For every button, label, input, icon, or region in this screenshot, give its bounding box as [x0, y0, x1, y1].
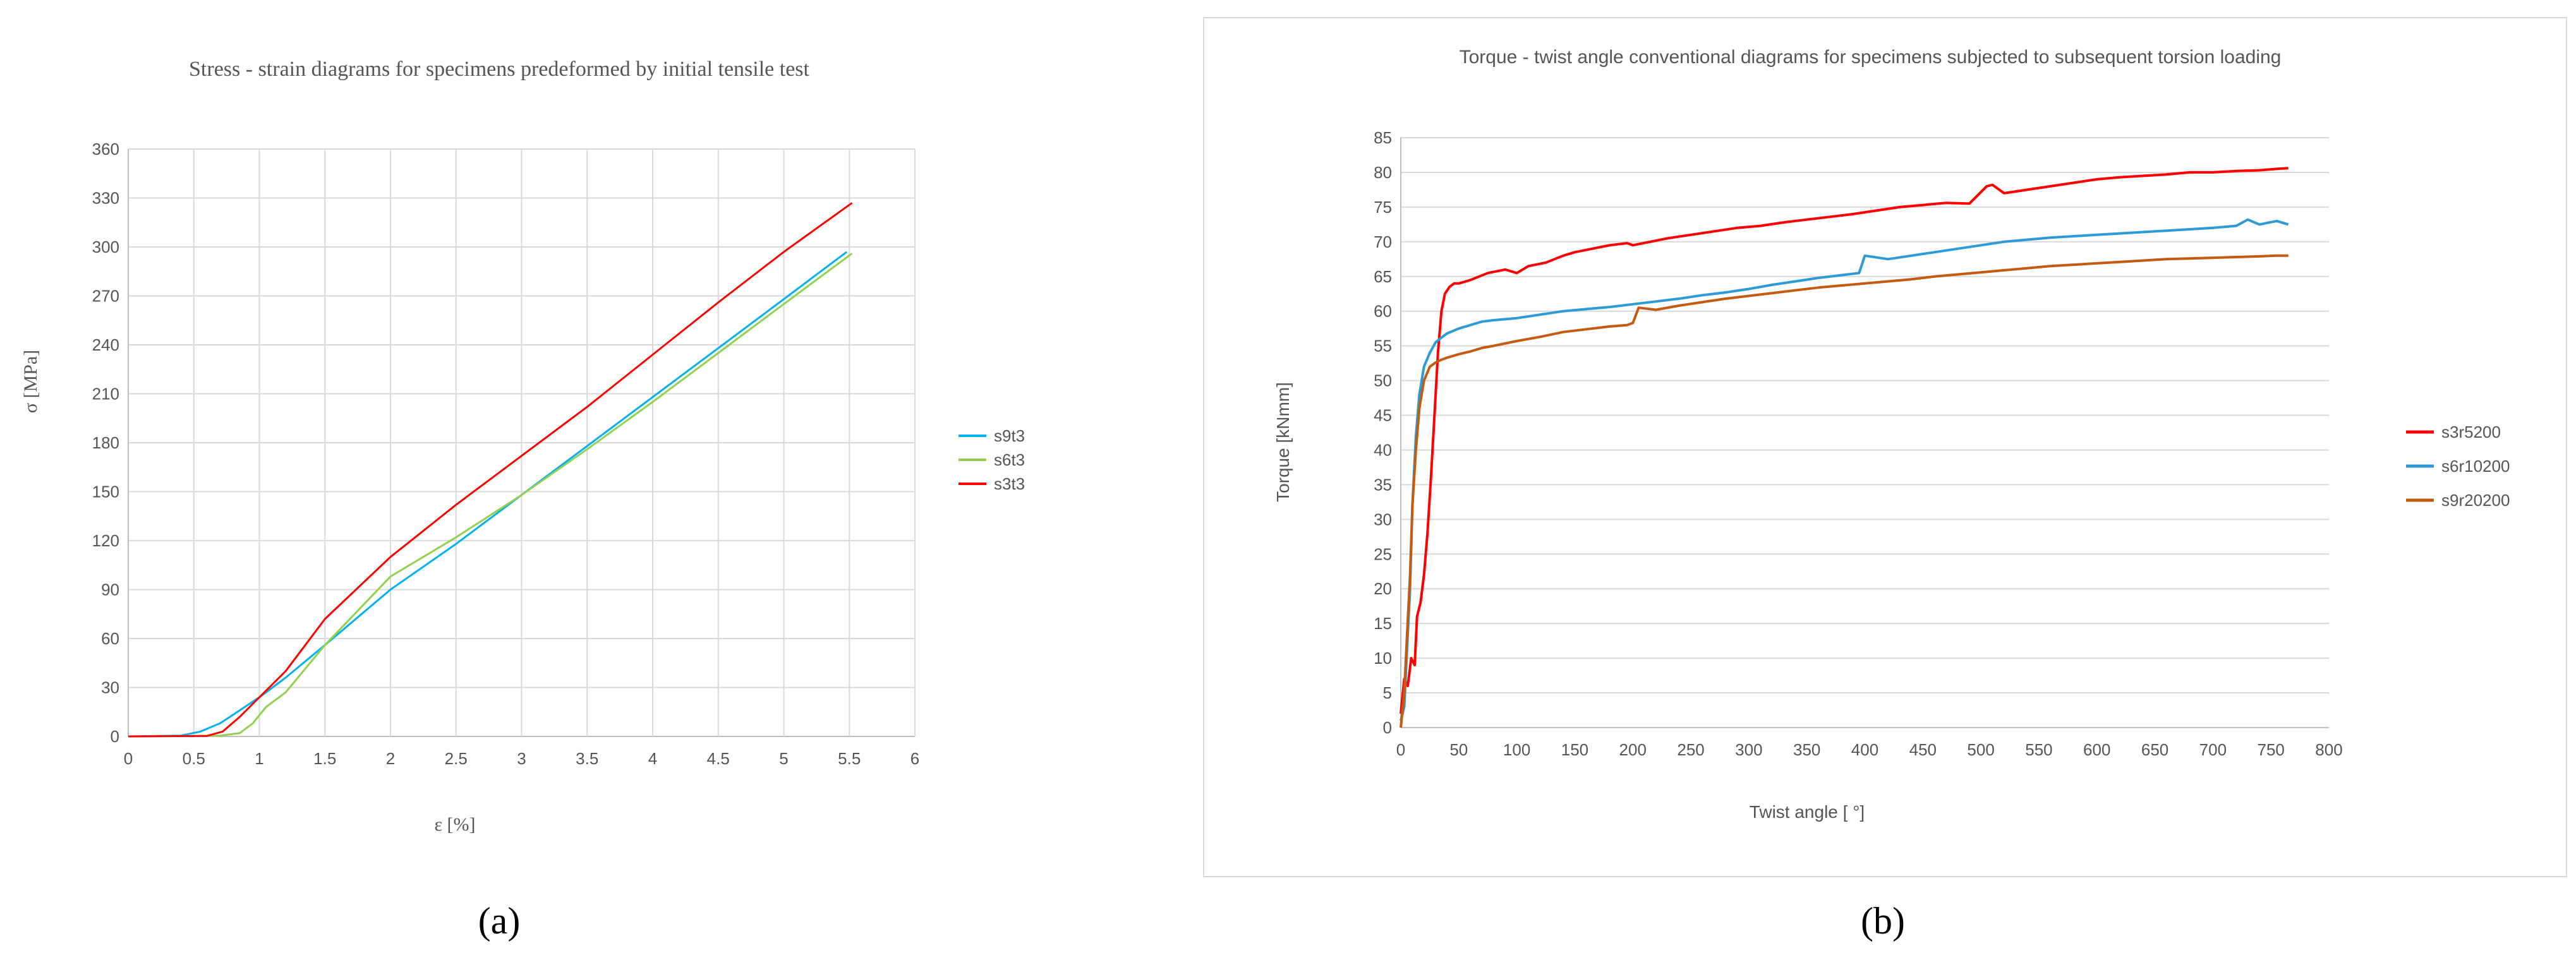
x-tick-label: 1.5 — [313, 749, 336, 768]
series-line-s9r20200 — [1400, 254, 2289, 728]
x-tick-label: 5 — [779, 749, 788, 768]
y-tick-label: 30 — [101, 678, 119, 697]
x-tick-label: 100 — [1503, 740, 1530, 759]
y-tick-label: 35 — [1374, 475, 1392, 494]
x-tick-label: 400 — [1851, 740, 1878, 759]
series-line-s3r5200 — [1400, 167, 2289, 714]
y-tick-label: 50 — [1374, 371, 1392, 390]
y-tick-label: 45 — [1374, 406, 1392, 425]
x-tick-label: 4.5 — [707, 749, 730, 768]
x-tick-label: 0 — [1396, 740, 1405, 759]
x-tick-label: 700 — [2199, 740, 2227, 759]
y-tick-label: 360 — [92, 140, 119, 159]
y-tick-label: 270 — [92, 287, 119, 306]
chart-a-title: Stress - strain diagrams for specimens p… — [189, 57, 810, 81]
x-tick-label: 2 — [386, 749, 395, 768]
y-tick-label: 20 — [1374, 579, 1392, 598]
y-tick-label: 120 — [92, 531, 119, 550]
x-tick-label: 5.5 — [838, 749, 861, 768]
legend-label-s6r10200: s6r10200 — [2441, 457, 2510, 476]
y-tick-label: 0 — [111, 727, 119, 746]
x-tick-label: 250 — [1677, 740, 1704, 759]
chart-a-ylabel: σ [MPa] — [20, 350, 41, 413]
y-tick-label: 180 — [92, 433, 119, 452]
x-tick-label: 350 — [1793, 740, 1820, 759]
y-tick-label: 150 — [92, 483, 119, 501]
y-tick-label: 40 — [1374, 440, 1392, 459]
x-tick-label: 2.5 — [445, 749, 468, 768]
y-tick-label: 240 — [92, 335, 119, 354]
y-tick-label: 30 — [1374, 510, 1392, 529]
x-tick-label: 550 — [2025, 740, 2052, 759]
x-tick-label: 50 — [1449, 740, 1468, 759]
y-tick-label: 55 — [1374, 337, 1392, 356]
chart-b-ticks: 0 5 10 15 20 25 30 35 40 45 50 55 60 65 70 75 80 85 0 50 100… — [1374, 128, 2343, 759]
chart-b-frame — [1203, 17, 2567, 877]
x-tick-label: 200 — [1619, 740, 1647, 759]
y-tick-label: 60 — [1374, 302, 1392, 321]
chart-b: Torque - twist angle conventional diagra… — [1203, 17, 2567, 877]
x-tick-label: 3.5 — [576, 749, 598, 768]
x-tick-label: 800 — [2315, 740, 2342, 759]
legend-label-s9t3: s9t3 — [994, 426, 1025, 445]
x-tick-label: 500 — [1967, 740, 1994, 759]
y-tick-label: 75 — [1374, 198, 1392, 217]
chart-b-xlabel: Twist angle [ °] — [1750, 802, 1865, 822]
legend-label-s6t3: s6t3 — [994, 450, 1025, 469]
y-tick-label: 65 — [1374, 267, 1392, 286]
y-tick-label: 10 — [1374, 649, 1392, 668]
chart-b-legend: s3r5200 s6r10200 s9r20200 — [2406, 423, 2510, 510]
y-tick-label: 5 — [1383, 683, 1392, 702]
legend-label-s3t3: s3t3 — [994, 474, 1025, 493]
panel-a-label: (a) — [478, 900, 521, 942]
chart-a: Stress - strain diagrams for specimens p… — [20, 57, 1025, 835]
y-tick-label: 330 — [92, 189, 119, 208]
x-tick-label: 300 — [1735, 740, 1762, 759]
x-tick-label: 650 — [2141, 740, 2168, 759]
legend-label-s9r20200: s9r20200 — [2441, 491, 2510, 510]
x-tick-label: 3 — [517, 749, 526, 768]
x-tick-label: 6 — [910, 749, 919, 768]
y-tick-label: 0 — [1383, 718, 1392, 737]
y-tick-label: 70 — [1374, 232, 1392, 251]
series-line-s3t3 — [128, 202, 853, 738]
chart-a-legend: s9t3 s6t3 s3t3 — [958, 426, 1025, 493]
x-tick-label: 0.5 — [183, 749, 205, 768]
series-line-s9t3 — [128, 251, 848, 738]
chart-a-lines — [128, 202, 853, 738]
x-tick-label: 4 — [648, 749, 657, 768]
y-tick-label: 25 — [1374, 544, 1392, 563]
chart-b-lines — [1400, 167, 2289, 728]
chart-a-grid — [128, 148, 916, 737]
chart-a-xlabel: ε [%] — [434, 814, 475, 835]
y-tick-label: 90 — [101, 580, 119, 599]
x-tick-label: 150 — [1561, 740, 1588, 759]
chart-b-title: Torque - twist angle conventional diagra… — [1460, 47, 2282, 68]
legend-label-s3r5200: s3r5200 — [2441, 423, 2501, 441]
series-line-s6t3 — [128, 253, 853, 738]
chart-a-ticks: 0 30 60 90 120 150 180 210 240 270 300 330 360 0 0.5 1 1… — [92, 140, 920, 768]
series-line-s6r10200 — [1400, 218, 2289, 721]
x-tick-label: 600 — [2083, 740, 2110, 759]
y-tick-label: 210 — [92, 385, 119, 404]
y-tick-label: 80 — [1374, 163, 1392, 182]
x-tick-label: 0 — [124, 749, 133, 768]
x-tick-label: 1 — [255, 749, 263, 768]
y-tick-label: 60 — [101, 629, 119, 648]
panel-b-label: (b) — [1861, 900, 1905, 942]
y-tick-label: 15 — [1374, 614, 1392, 633]
x-tick-label: 450 — [1909, 740, 1937, 759]
y-tick-label: 85 — [1374, 128, 1392, 147]
y-tick-label: 300 — [92, 237, 119, 256]
chart-b-ylabel: Torque [kNmm] — [1273, 382, 1293, 502]
x-tick-label: 750 — [2257, 740, 2284, 759]
